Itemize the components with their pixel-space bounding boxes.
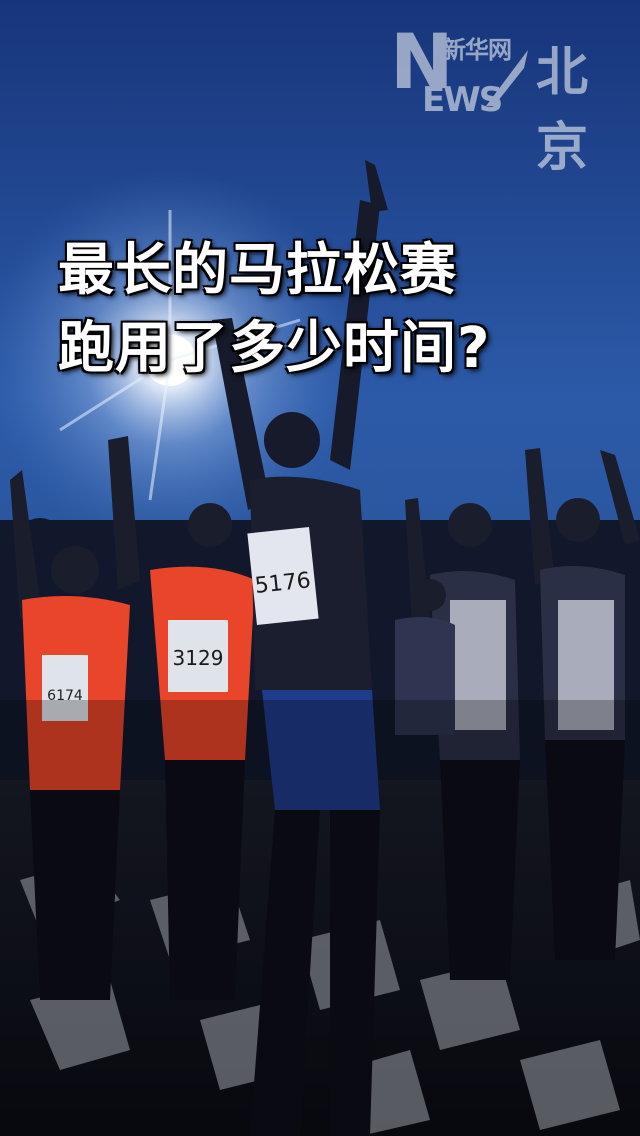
runner-3129: 3129 bbox=[108, 436, 255, 1000]
svg-text:6174: 6174 bbox=[47, 688, 83, 704]
headline: 最长的马拉松赛 跑用了多少时间? bbox=[58, 232, 618, 388]
runner-left: 6174 bbox=[10, 470, 130, 1000]
bib-3129: 3129 bbox=[173, 646, 224, 670]
xinhua-watermark: N 新华网 EWS 北京 bbox=[388, 17, 618, 179]
watermark-swoosh-icon bbox=[486, 50, 528, 106]
runner-right-2 bbox=[525, 448, 640, 960]
runner-right-3 bbox=[395, 579, 455, 735]
watermark-en: EWS bbox=[422, 80, 503, 120]
headline-line-1: 最长的马拉松赛 bbox=[58, 238, 457, 303]
runner-5176: 5176 bbox=[212, 160, 388, 1136]
headline-line-2: 跑用了多少时间? bbox=[58, 316, 491, 381]
watermark-cn: 新华网 bbox=[442, 36, 512, 64]
watermark-letter: N bbox=[390, 17, 454, 106]
bib-5176: 5176 bbox=[254, 568, 312, 599]
watermark-city: 北京 bbox=[536, 43, 588, 178]
